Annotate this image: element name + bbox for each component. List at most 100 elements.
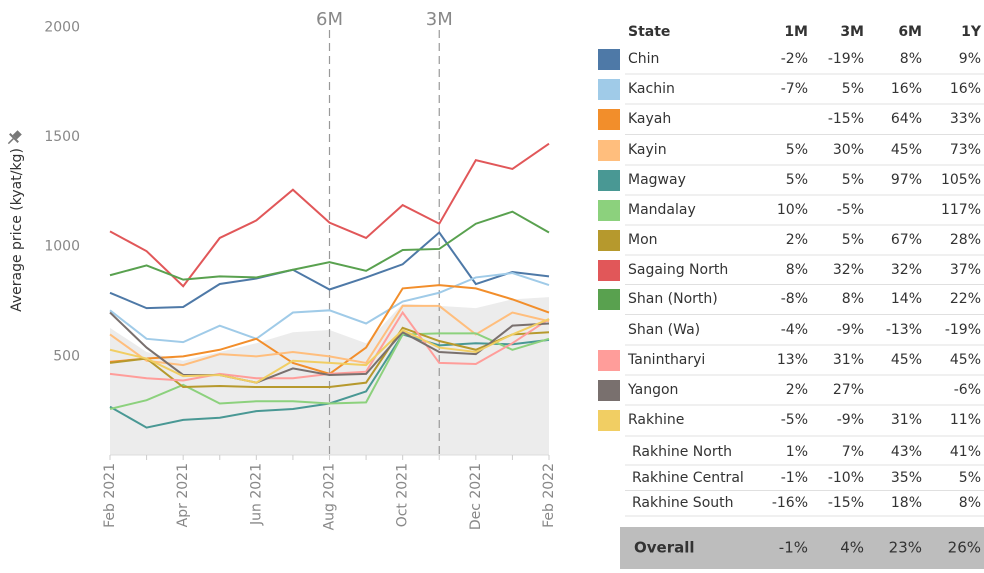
table-cell: -4% xyxy=(781,322,808,338)
table-cell: 8% xyxy=(786,262,808,278)
series-line xyxy=(109,304,550,367)
table-cell: 5% xyxy=(842,232,864,248)
table-cell: 35% xyxy=(891,470,922,486)
table-header: 3M xyxy=(840,24,864,40)
table-cell: 67% xyxy=(891,232,922,248)
state-name: Yangon xyxy=(627,382,678,398)
table-header: 6M xyxy=(898,24,922,40)
table-cell: 45% xyxy=(950,352,981,368)
table-cell: 8% xyxy=(842,291,864,307)
total-background xyxy=(620,527,984,569)
state-name: Sagaing North xyxy=(628,262,728,278)
table-cell: -15% xyxy=(828,495,864,511)
state-swatch xyxy=(598,260,620,281)
pin-icon xyxy=(7,130,22,145)
table-cell: 97% xyxy=(891,172,922,188)
table-cell: -1% xyxy=(781,470,808,486)
table-cell: 5% xyxy=(786,142,808,158)
table-cell: -15% xyxy=(828,111,864,127)
table-cell: 31% xyxy=(833,352,864,368)
state-name: Mon xyxy=(628,232,658,248)
table-header: State xyxy=(628,24,670,40)
table-cell: -7% xyxy=(781,81,808,97)
state-name: Shan (North) xyxy=(628,291,718,307)
x-tick-label: Oct 2021 xyxy=(395,463,411,527)
series-line xyxy=(109,142,550,288)
table-cell: -6% xyxy=(954,382,981,398)
table-header: 1M xyxy=(784,24,808,40)
state-name: Tanintharyi xyxy=(627,352,705,368)
table-cell: 2% xyxy=(786,232,808,248)
table-cell: 8% xyxy=(900,51,922,67)
state-swatch xyxy=(598,350,620,371)
state-swatch xyxy=(598,230,620,251)
state-name: Rakhine xyxy=(628,412,684,428)
table-cell: 5% xyxy=(959,470,981,486)
table-cell: 45% xyxy=(891,142,922,158)
x-tick-label: Jun 2021 xyxy=(248,463,264,526)
table-cell: 13% xyxy=(777,352,808,368)
state-swatch xyxy=(598,380,620,401)
table-cell: 73% xyxy=(950,142,981,158)
state-name: Kayah xyxy=(628,111,671,127)
table-cell: 16% xyxy=(891,81,922,97)
y-tick-label: 500 xyxy=(53,348,80,364)
table-cell: 43% xyxy=(891,444,922,460)
series-line xyxy=(109,272,550,344)
table-cell: -8% xyxy=(781,291,808,307)
table-cell: 31% xyxy=(891,412,922,428)
table-cell: 18% xyxy=(891,495,922,511)
state-name: Mandalay xyxy=(628,202,696,218)
total-label: Overall xyxy=(634,539,695,557)
table-header: 1Y xyxy=(961,24,982,40)
table-cell: 16% xyxy=(950,81,981,97)
table-cell: 10% xyxy=(777,202,808,218)
table-cell: 30% xyxy=(833,142,864,158)
table-cell: 27% xyxy=(833,382,864,398)
table-cell: 1% xyxy=(786,444,808,460)
state-name: Rakhine North xyxy=(632,444,732,460)
table-cell: 33% xyxy=(950,111,981,127)
state-swatch xyxy=(598,140,620,161)
table-cell: -2% xyxy=(781,51,808,67)
table-cell: 14% xyxy=(891,291,922,307)
reference-label: 6M xyxy=(316,9,343,30)
table-cell: -13% xyxy=(886,322,922,338)
table-cell: 41% xyxy=(950,444,981,460)
y-tick-label: 2000 xyxy=(44,20,80,36)
state-swatch xyxy=(598,289,620,310)
table-cell: -10% xyxy=(828,470,864,486)
x-tick-label: Feb 2021 xyxy=(102,463,118,528)
state-name: Chin xyxy=(628,51,659,67)
state-swatch xyxy=(598,109,620,130)
table-cell: -5% xyxy=(781,412,808,428)
table-cell: 37% xyxy=(950,262,981,278)
state-name: Kayin xyxy=(628,142,667,158)
series-line xyxy=(109,231,550,310)
table-cell: 7% xyxy=(842,444,864,460)
x-tick-label: Feb 2022 xyxy=(541,463,557,528)
table-cell: 105% xyxy=(941,172,981,188)
series-line xyxy=(109,210,550,281)
table-cell: 5% xyxy=(842,172,864,188)
y-tick-label: 1000 xyxy=(44,239,80,255)
table-cell: -19% xyxy=(945,322,981,338)
total-cell: 26% xyxy=(948,539,981,557)
state-name: Magway xyxy=(628,172,686,188)
table-cell: 22% xyxy=(950,291,981,307)
state-name: Shan (Wa) xyxy=(628,322,700,338)
table-cell: 45% xyxy=(891,352,922,368)
series-line xyxy=(109,318,550,384)
table-cell: 5% xyxy=(786,172,808,188)
table-cell: -16% xyxy=(772,495,808,511)
state-name: Rakhine South xyxy=(632,495,734,511)
series-line xyxy=(109,310,550,382)
state-swatch xyxy=(598,200,620,221)
table-cell: 32% xyxy=(833,262,864,278)
x-tick-label: Apr 2021 xyxy=(175,463,191,527)
table-cell: 8% xyxy=(959,495,981,511)
table-cell: -5% xyxy=(837,202,864,218)
table-cell: 5% xyxy=(842,81,864,97)
table-cell: 64% xyxy=(891,111,922,127)
